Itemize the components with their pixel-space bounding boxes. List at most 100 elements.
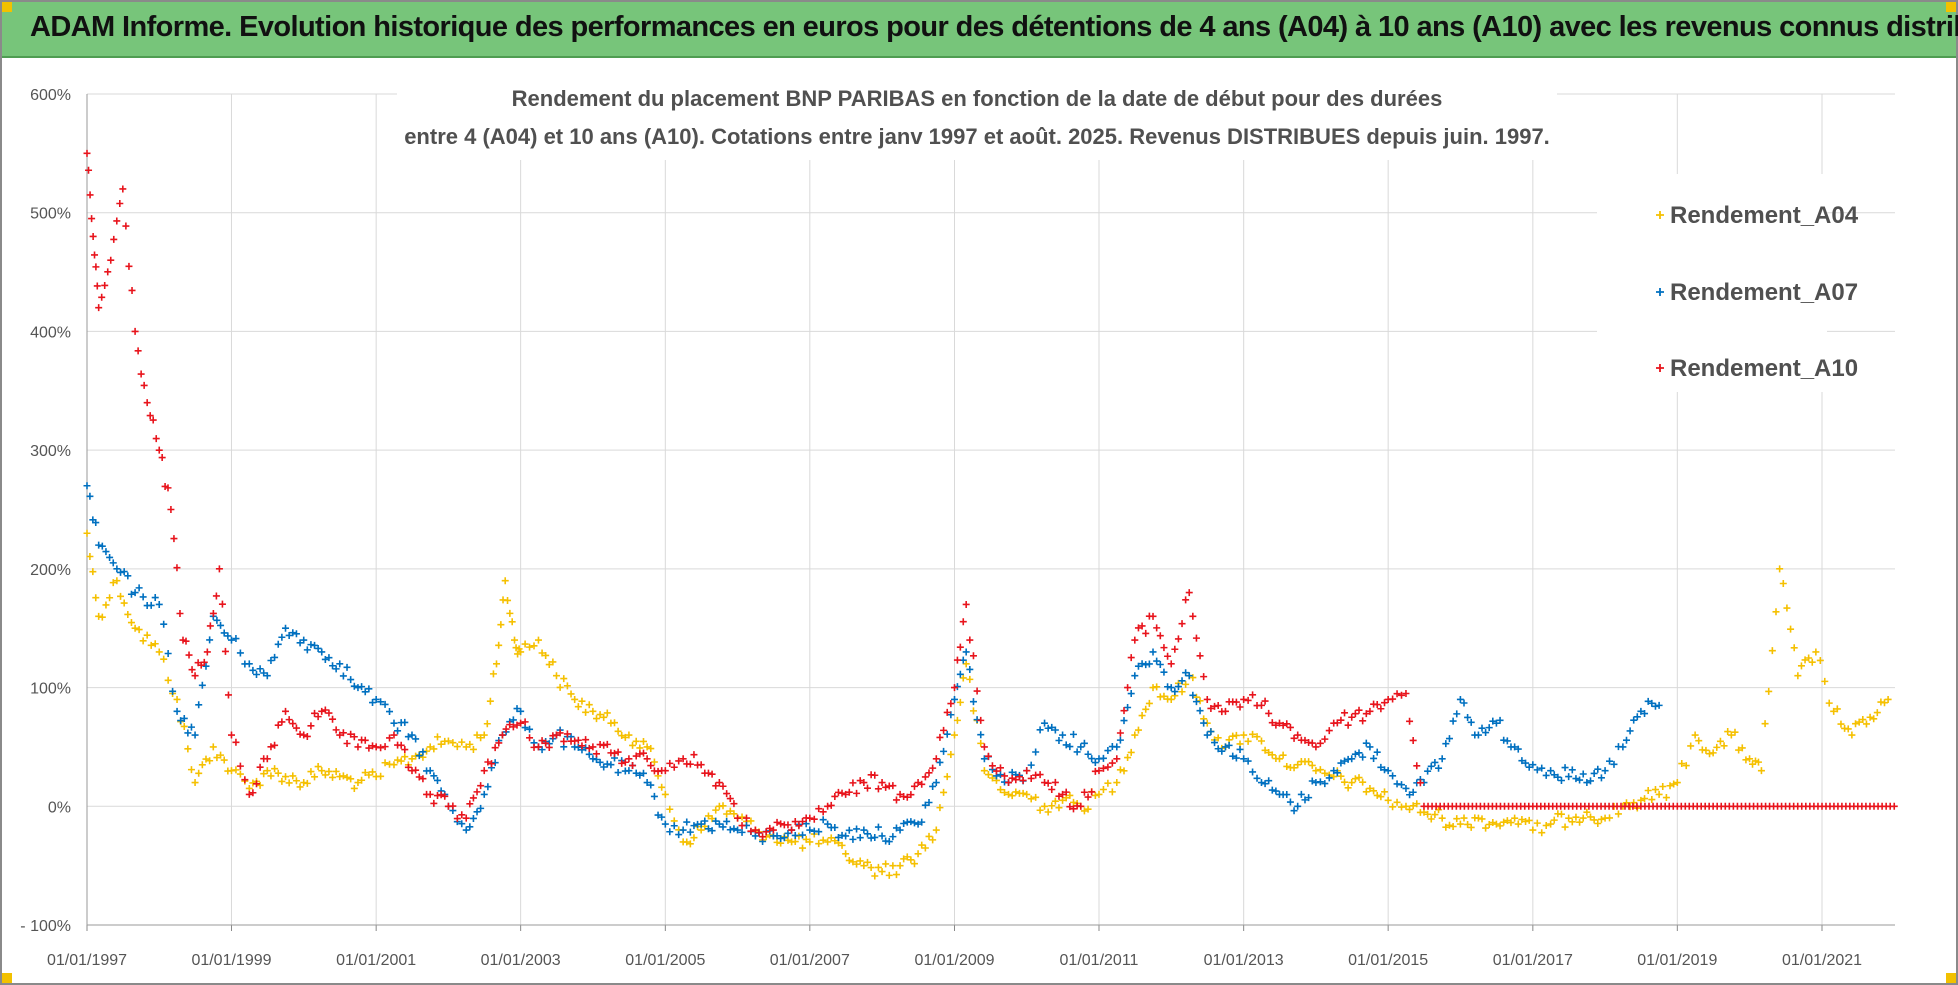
- data-point: [437, 740, 445, 748]
- data-point: [1706, 750, 1714, 758]
- data-point: [697, 761, 705, 769]
- data-point: [1099, 785, 1107, 793]
- data-point: [1576, 818, 1584, 826]
- data-point: [966, 665, 974, 673]
- data-point: [1742, 756, 1750, 764]
- data-point: [819, 836, 827, 844]
- data-point: [83, 149, 91, 157]
- data-point: [1069, 730, 1077, 738]
- data-point: [361, 769, 369, 777]
- data-point: [292, 777, 300, 785]
- data-point: [1384, 767, 1392, 775]
- data-point: [347, 730, 355, 738]
- data-point: [1489, 717, 1497, 725]
- data-point: [466, 800, 474, 808]
- data-point: [679, 826, 687, 834]
- data-point: [845, 788, 853, 796]
- data-point: [918, 818, 926, 826]
- y-tick-label: - 100%: [20, 918, 71, 935]
- data-point: [1164, 683, 1172, 691]
- data-point: [149, 416, 157, 424]
- data-point: [477, 782, 485, 790]
- data-point: [1008, 774, 1016, 782]
- data-point: [412, 735, 420, 743]
- data-point: [1626, 727, 1634, 735]
- data-point: [1214, 702, 1222, 710]
- data-point: [508, 618, 516, 626]
- data-point: [1294, 731, 1302, 739]
- data-point: [458, 738, 466, 746]
- data-point: [1366, 707, 1374, 715]
- data-point: [325, 709, 333, 717]
- data-point: [1145, 699, 1153, 707]
- data-point: [1189, 691, 1197, 699]
- data-point: [1196, 707, 1204, 715]
- data-point: [480, 731, 488, 739]
- data-point: [1662, 794, 1670, 802]
- data-point: [988, 762, 996, 770]
- data-point: [369, 768, 377, 776]
- data-point: [603, 740, 611, 748]
- data-point: [449, 802, 457, 810]
- data-point: [560, 737, 568, 745]
- data-point: [394, 727, 402, 735]
- data-point: [91, 251, 99, 259]
- data-point: [867, 864, 875, 872]
- data-point: [1044, 779, 1052, 787]
- data-point: [1538, 829, 1546, 837]
- data-point: [643, 743, 651, 751]
- data-point: [1290, 764, 1298, 772]
- data-point: [988, 774, 996, 782]
- data-point: [1833, 705, 1841, 713]
- data-point: [1069, 798, 1077, 806]
- data-point: [1113, 755, 1121, 763]
- data-point: [83, 529, 91, 537]
- chart-subtitle-line-2: entre 4 (A04) et 10 ans (A10). Cotations…: [404, 124, 1550, 149]
- data-point: [621, 758, 629, 766]
- data-point: [1445, 821, 1453, 829]
- data-point: [343, 773, 351, 781]
- data-point: [903, 853, 911, 861]
- data-point: [1091, 759, 1099, 767]
- corner-mark: [2, 973, 12, 983]
- data-point: [289, 772, 297, 780]
- data-point: [563, 730, 571, 738]
- data-point: [984, 771, 992, 779]
- data-point: [113, 577, 121, 585]
- data-point: [430, 745, 438, 753]
- data-point: [980, 743, 988, 751]
- x-tick-label: 01/01/2021: [1782, 952, 1862, 969]
- data-point: [249, 779, 257, 787]
- data-point: [120, 568, 128, 576]
- data-point: [1511, 814, 1519, 822]
- data-point: [1012, 788, 1020, 796]
- data-point: [636, 771, 644, 779]
- data-point: [600, 763, 608, 771]
- data-point: [962, 600, 970, 608]
- data-point: [751, 826, 759, 834]
- data-point: [1015, 773, 1023, 781]
- data-point: [343, 740, 351, 748]
- data-point: [1164, 652, 1172, 660]
- data-point: [892, 871, 900, 879]
- data-point: [1837, 720, 1845, 728]
- data-point: [155, 648, 163, 656]
- data-point: [1153, 683, 1161, 691]
- x-tick-label: 01/01/2005: [625, 952, 705, 969]
- data-point: [401, 718, 409, 726]
- data-point: [838, 789, 846, 797]
- data-point: [1797, 662, 1805, 670]
- data-point: [1048, 723, 1056, 731]
- data-point: [929, 836, 937, 844]
- data-point: [206, 622, 214, 630]
- data-point: [1381, 788, 1389, 796]
- data-point: [433, 792, 441, 800]
- data-point: [1316, 766, 1324, 774]
- data-point: [1171, 688, 1179, 696]
- data-point: [1438, 814, 1446, 822]
- data-point: [1333, 769, 1341, 777]
- data-point: [1330, 767, 1338, 775]
- data-point: [127, 590, 135, 598]
- legend-marker: [1656, 211, 1664, 219]
